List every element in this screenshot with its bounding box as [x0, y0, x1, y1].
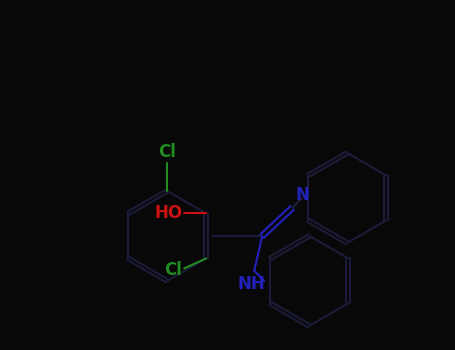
- Text: N: N: [295, 186, 309, 204]
- Text: Cl: Cl: [158, 143, 176, 161]
- Text: HO: HO: [154, 204, 182, 222]
- Text: Cl: Cl: [164, 261, 182, 279]
- Text: NH: NH: [238, 275, 265, 293]
